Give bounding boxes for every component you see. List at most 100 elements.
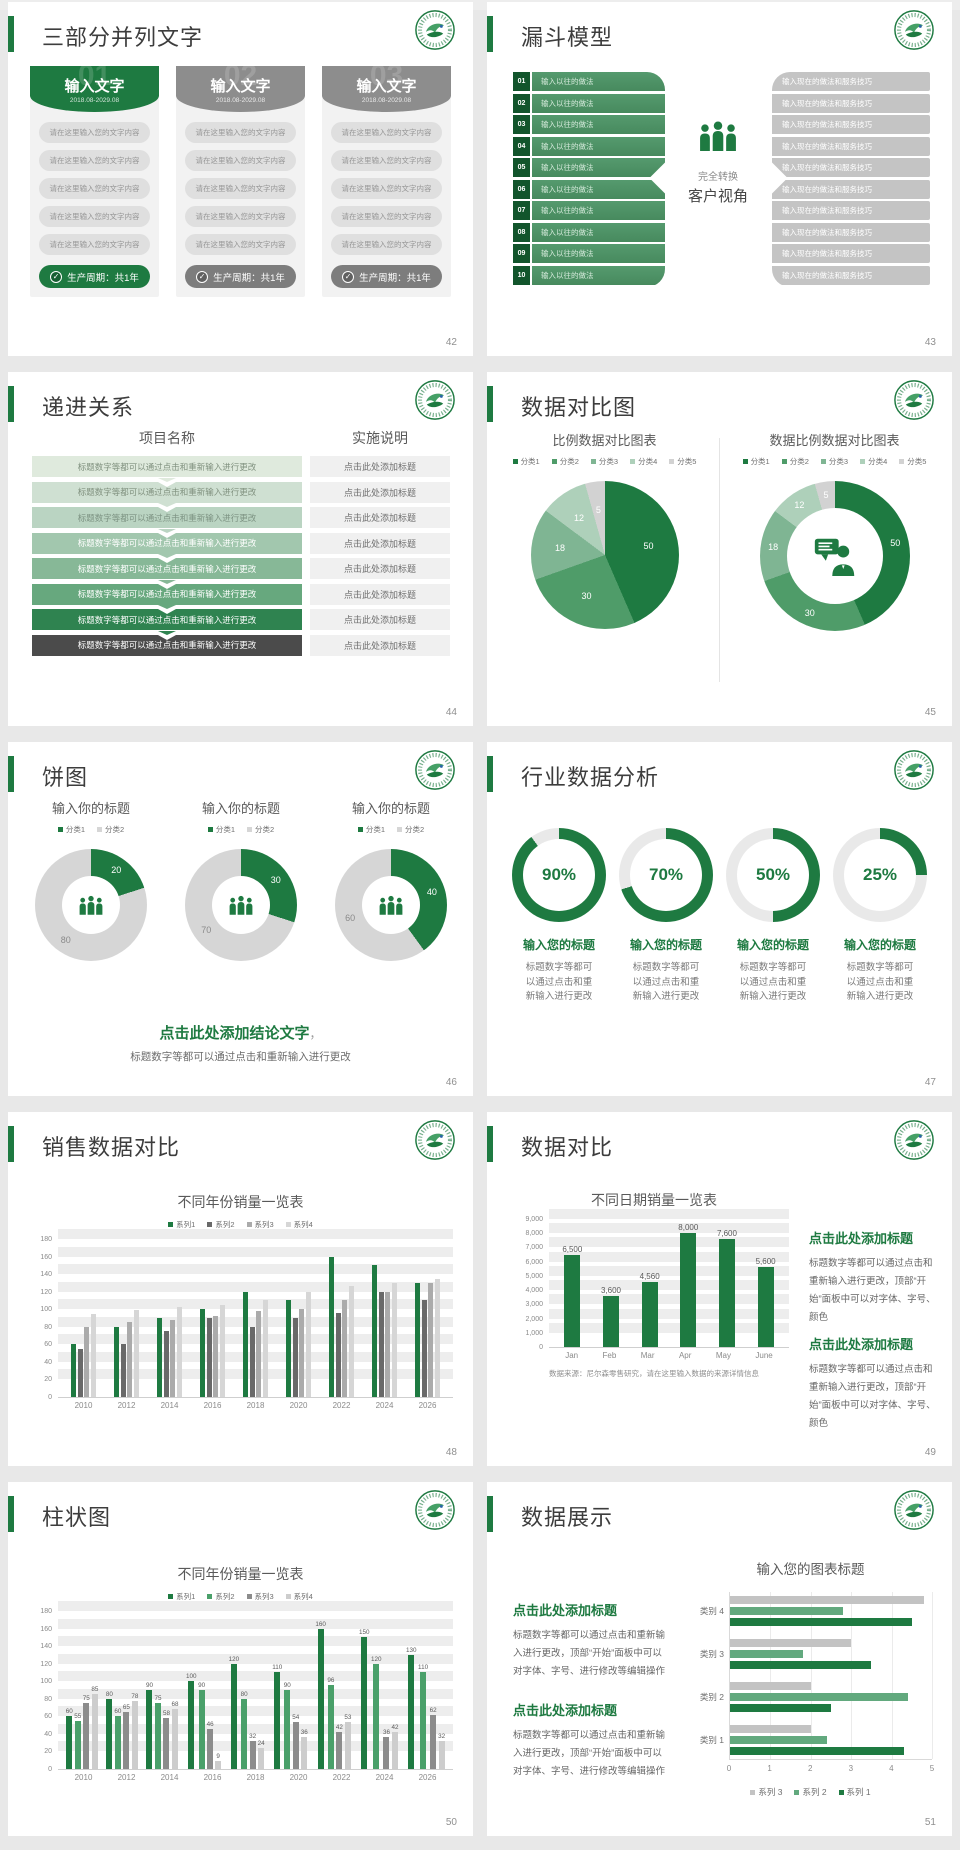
bar: [230, 1663, 237, 1769]
bar: [730, 1639, 852, 1647]
bar: [66, 1716, 73, 1769]
x-axis-labels: Jan Feb Mar Apr May June: [549, 1351, 789, 1360]
slide-50-column-chart[interactable]: 柱状图 不同年份销量一览表 系列1 系列2 系列3 系列4 0 20 40 60 80 100 120…: [8, 1482, 473, 1836]
ring-item-title: 输入您的标题: [522, 938, 595, 952]
slide-43-funnel-model[interactable]: 漏斗模型 01 输入以往的做法 02 输入以往的做法 03 输入以往的做法 04 输入以往的做…: [487, 2, 952, 356]
funnel-left-row: 04 输入以往的做法: [513, 136, 665, 156]
category-label: 类别 4: [699, 1606, 724, 1616]
arrow-notch-bottom: [158, 477, 176, 482]
slide-45-data-comparison-charts[interactable]: 数据对比图 比例数据对比图表 分类1 分类2 分类3 分类4 分类5 50 30 18 12 5 数…: [487, 372, 952, 726]
y-axis-tick-label: 3,000: [525, 1301, 543, 1309]
bar-column: [428, 1240, 434, 1397]
bar-value-label: 90: [145, 1682, 153, 1689]
slide-47-industry-data-analysis[interactable]: 行业数据分析 90% 输入您的标题 标题数字等都可 以通过点击和重 新输入进行更改 7…: [487, 742, 952, 1096]
x-axis-tick-label: 2010: [74, 1773, 93, 1782]
bar: [90, 1313, 96, 1397]
bar-column: 120: [229, 1612, 239, 1769]
bar: [154, 1703, 161, 1769]
title-accent-bar: [8, 1496, 14, 1532]
ring-item-title: 输入您的标题: [629, 938, 702, 952]
legend-item: 系列 3: [750, 1786, 782, 1798]
x-axis-labels: 2010 2012 2014 2016 2018 2020 2022 2024 2026: [58, 1401, 453, 1410]
slide-46-pie-charts[interactable]: 饼图 输入你的标题 分类1 分类2 20 80 输入你的标题 分类1 分类2 30 70 输入你…: [8, 742, 473, 1096]
slide-49-data-comparison[interactable]: 数据对比 不同日期销量一览表 0 1,000 2,000 3,000 4,000 5,000…: [487, 1112, 952, 1466]
chart-legend: 分类1 分类2: [316, 824, 466, 835]
slide-42-three-columns[interactable]: 三部分并列文字 01 输入文字 2018.08-2029.08 请在这里输入您的文字内…: [8, 2, 473, 356]
donut-chart-3: 输入你的标题 分类1 分类2 40 60: [316, 798, 466, 961]
gridline: [58, 1618, 453, 1629]
gridline: [770, 1592, 772, 1759]
gridline: [549, 1209, 789, 1219]
bar: [342, 1300, 348, 1397]
y-axis-tick-label: 100: [40, 1306, 52, 1314]
bar-column: 3,600: [601, 1220, 621, 1347]
legend-label: 分类3: [828, 457, 849, 466]
bar-value-label: 110: [418, 1664, 429, 1672]
bar-column: 100: [186, 1612, 197, 1769]
pie-canvas: 30 70: [185, 849, 297, 961]
implementation-note-row: 点击此处添加标题: [310, 507, 450, 528]
bar: [213, 1316, 219, 1397]
legend-label: 系列 2: [802, 1787, 827, 1797]
progress-ring: 70%: [619, 828, 713, 922]
bar-column: 110: [418, 1612, 428, 1769]
placeholder-text-pill: 请在这里输入您的文字内容: [39, 122, 150, 143]
hbar-group: 类别 1: [700, 1725, 932, 1755]
bar-value-label: 110: [272, 1664, 283, 1672]
y-axis-tick-label: 80: [44, 1323, 52, 1331]
progressive-arrow-row: 标题数字等都可以通过点击和重新输入进行更改: [32, 456, 302, 482]
bar-groups: 6,500 3,600 4,560 8,000 7,600 5,600: [549, 1220, 789, 1347]
bar: [163, 1718, 170, 1769]
legend-label: 系列3: [254, 1220, 274, 1229]
bar-value-label: 53: [344, 1714, 352, 1722]
conclusion-comma: ，: [309, 1027, 322, 1041]
pie-canvas: 20 80: [35, 849, 147, 961]
bar: [373, 1663, 380, 1769]
progress-ring-value: 90%: [523, 839, 595, 911]
bar-value-label: 130: [406, 1646, 417, 1654]
bar-value-label: 78: [131, 1692, 139, 1700]
three-column-group: 01 输入文字 2018.08-2029.08 请在这里输入您的文字内容 请在这里输入您…: [30, 66, 451, 297]
bar: [215, 1761, 222, 1769]
bar: [198, 1690, 205, 1769]
legend-marker: [357, 827, 363, 832]
y-axis-tick-label: 6,000: [525, 1258, 543, 1266]
gridline: [549, 1251, 789, 1262]
x-axis-tick-label: 2026: [418, 1773, 437, 1782]
bar-value-label: 80: [105, 1690, 113, 1698]
production-cycle-badge: ✓ 生产周期：共1年: [39, 265, 150, 288]
y-axis-tick-label: 40: [44, 1730, 52, 1738]
bar: [77, 1348, 83, 1397]
legend-label: 分类2: [255, 825, 275, 834]
page-number: 46: [445, 1077, 457, 1088]
page-number: 43: [924, 337, 936, 348]
bar-group: 3,600: [601, 1220, 621, 1347]
x-axis-tick-label: 2020: [289, 1773, 308, 1782]
text-block-1: 点击此处添加标题 标题数字等都可以通过点击和重新输入进行更改，顶部“开始”面板中…: [513, 1600, 665, 1681]
bar: [718, 1238, 735, 1347]
pie-chart-block: 数据比例数据对比图表 分类1 分类2 分类3 分类4 分类5 50 30 18 12 5: [727, 430, 942, 631]
x-axis-tick-label: 2024: [375, 1401, 394, 1410]
funnel-right-label: 输入现在的做法和服务技巧: [772, 244, 930, 263]
funnel-center: 完全转换 客户视角: [670, 120, 766, 206]
bar: [292, 1721, 299, 1769]
bar: [243, 1291, 249, 1397]
bar-column: [213, 1240, 219, 1397]
slide-44-progressive-relation[interactable]: 递进关系 项目名称 实施说明 标题数字等都可以通过点击和重新输入进行更改 标题数字…: [8, 372, 473, 726]
company-logo: [894, 10, 934, 50]
slide-48-sales-data-comparison[interactable]: 销售数据对比 不同年份销量一览表 系列1 系列2 系列3 系列4 0 20 40 60 80 100…: [8, 1112, 473, 1466]
bar-column: 4,560: [640, 1220, 660, 1347]
progress-ring-item: 25% 输入您的标题 标题数字等都可 以通过点击和重 新输入进行更改: [830, 828, 930, 1005]
text-block-heading: 点击此处添加标题: [809, 1231, 914, 1246]
x-axis-tick-label: 2018: [246, 1773, 265, 1782]
bar-value-label: 96: [327, 1676, 335, 1684]
slide-51-data-display[interactable]: 数据展示 点击此处添加标题 标题数字等都可以通过点击和重新输入进行更改，顶部“开…: [487, 1482, 952, 1836]
y-axis-tick-label: 180: [40, 1608, 52, 1615]
bar: [106, 1698, 113, 1769]
bar: [602, 1295, 619, 1347]
bar-column: 46: [207, 1612, 214, 1769]
bar-group: [157, 1240, 182, 1397]
column-date-range: 2018.08-2029.08: [361, 97, 412, 104]
company-logo: [415, 1490, 455, 1530]
funnel-left-list: 01 输入以往的做法 02 输入以往的做法 03 输入以往的做法 04 输入以往的做法 05 输入…: [513, 72, 665, 287]
